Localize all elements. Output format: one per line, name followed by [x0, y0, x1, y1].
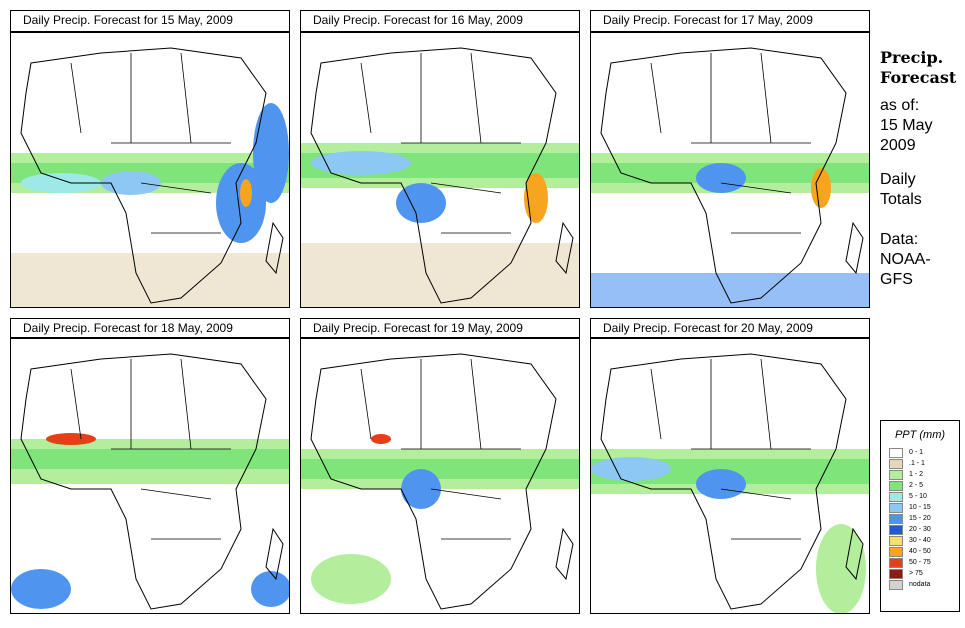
legend-swatch: [889, 524, 903, 535]
legend-row: 40 - 50: [889, 546, 959, 557]
africa-precip-map: [590, 32, 870, 308]
legend-swatch: [889, 579, 903, 590]
asof-label: as of:: [880, 97, 920, 114]
legend-label: 40 - 50: [909, 548, 931, 555]
legend-label: 50 - 75: [909, 559, 931, 566]
map-graphic: [591, 353, 869, 613]
legend-swatch: [889, 447, 903, 458]
legend-swatch: [889, 513, 903, 524]
legend-row: nodata: [889, 579, 959, 590]
legend-row: 15 - 20: [889, 513, 959, 524]
legend-swatch: [889, 557, 903, 568]
panel-title: Daily Precip. Forecast for 20 May, 2009: [590, 318, 870, 338]
legend-title: PPT (mm): [894, 429, 946, 441]
legend-label: 1 - 2: [909, 471, 924, 478]
panel-title: Daily Precip. Forecast for 16 May, 2009: [300, 10, 580, 32]
legend-row: 50 - 75: [889, 557, 959, 568]
sidebar-title-line1: Precip.: [880, 48, 944, 67]
ppt-legend: PPT (mm) 0 - 1 .1 - 1 1 - 2 2 - 5 5 - 10 10 -…: [880, 420, 960, 612]
panel-title: Daily Precip. Forecast for 17 May, 2009: [590, 10, 870, 32]
panel-title: Daily Precip. Forecast for 19 May, 2009: [300, 318, 580, 338]
legend-row: 10 - 15: [889, 502, 959, 513]
asof-date-line1: 15 May: [880, 117, 933, 134]
legend-row: 1 - 2: [889, 469, 959, 480]
totals-block: Daily Totals: [880, 170, 922, 210]
legend-swatch: [889, 480, 903, 491]
sidebar-title: Precip. Forecast: [880, 48, 956, 88]
africa-precip-map: [10, 338, 290, 614]
legend-row: 2 - 5: [889, 480, 959, 491]
africa-precip-map: [300, 338, 580, 614]
legend-label: 10 - 15: [909, 504, 931, 511]
data-line1: Data:: [880, 231, 919, 248]
africa-precip-map: [590, 338, 870, 614]
totals-line2: Totals: [880, 191, 922, 208]
legend-label: 20 - 30: [909, 526, 931, 533]
legend-label: 15 - 20: [909, 515, 931, 522]
legend-label: 2 - 5: [909, 482, 924, 489]
legend-row: 20 - 30: [889, 524, 959, 535]
legend-row: > 75: [889, 568, 959, 579]
legend-label: .1 - 1: [909, 460, 925, 467]
map-graphic: [301, 47, 579, 307]
legend-swatch: [889, 458, 903, 469]
panel-title: Daily Precip. Forecast for 15 May, 2009: [10, 10, 290, 32]
legend-swatch: [889, 469, 903, 480]
legend-row: 30 - 40: [889, 535, 959, 546]
africa-precip-map: [10, 32, 290, 308]
map-graphic: [591, 47, 869, 307]
data-source-block: Data: NOAA- GFS: [880, 230, 931, 290]
asof-date-line2: 2009: [880, 137, 916, 154]
legend-label: 30 - 40: [909, 537, 931, 544]
sidebar-title-line2: Forecast: [880, 68, 957, 87]
totals-line1: Daily: [880, 171, 916, 188]
legend-label: nodata: [909, 581, 931, 588]
legend-swatch: [889, 568, 903, 579]
panel-title: Daily Precip. Forecast for 18 May, 2009: [10, 318, 290, 338]
legend-label: 0 - 1: [909, 449, 924, 456]
map-graphic: [11, 353, 289, 610]
map-graphic: [11, 47, 289, 307]
legend-row: .1 - 1: [889, 458, 959, 469]
data-line2: NOAA-: [880, 251, 931, 268]
map-graphic: [301, 353, 579, 610]
legend-swatch: [889, 502, 903, 513]
legend-swatch: [889, 491, 903, 502]
data-line3: GFS: [880, 271, 913, 288]
legend-label: 5 - 10: [909, 493, 927, 500]
africa-precip-map: [300, 32, 580, 308]
legend-row: 0 - 1: [889, 447, 959, 458]
legend-swatch: [889, 546, 903, 557]
legend-row: 5 - 10: [889, 491, 959, 502]
legend-label: > 75: [909, 570, 923, 577]
asof-block: as of: 15 May 2009: [880, 96, 932, 156]
legend-swatch: [889, 535, 903, 546]
